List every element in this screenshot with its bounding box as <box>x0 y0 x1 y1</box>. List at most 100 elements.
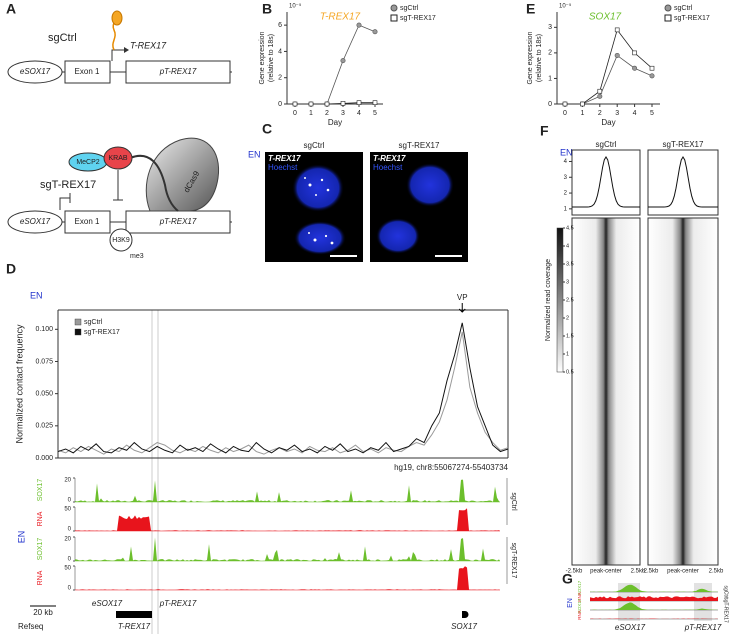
track-signal <box>75 537 500 561</box>
y-axis-label: Normalized contact frequency <box>14 324 24 444</box>
enhancer <box>7 60 63 84</box>
track-signal <box>75 566 500 590</box>
y-tick-label: 2 <box>548 50 552 57</box>
panel-f: F EN sgCtrl sgT-REX17 Normalized read co… <box>540 123 719 566</box>
track-label: SOX17 <box>37 538 44 561</box>
track-label: RNA <box>577 610 582 620</box>
y-tick-label: 4 <box>564 159 568 165</box>
point <box>580 101 585 107</box>
x-label: -2.5kb <box>642 569 659 575</box>
track-tick-label: 50 <box>64 507 71 513</box>
legend-label: sgCtrl <box>674 5 693 12</box>
track-signal <box>75 508 500 531</box>
condition: sgCtrl <box>48 32 77 44</box>
y-tick-label: 0 <box>548 101 552 108</box>
x-tick-label: 1 <box>580 110 584 117</box>
chart-title: T-REX17 <box>320 12 361 23</box>
feature-label: T-REX17 <box>118 622 151 631</box>
highlight <box>618 583 640 621</box>
y-axis-label: (relative to 18s) <box>268 34 275 82</box>
x-tick-label: 0 <box>293 110 297 117</box>
colorbar-tick-label: 2 <box>566 315 569 321</box>
refseq-label: Refseq <box>18 622 43 631</box>
feature-label: eSOX17 <box>615 623 646 632</box>
y-tick-label: 0.100 <box>35 326 53 333</box>
condition: sgCtrl <box>304 141 325 150</box>
x-tick-label: 3 <box>615 110 619 117</box>
colorbar-tick-label: 3.5 <box>566 261 574 267</box>
track-tick-label: 20 <box>64 478 71 484</box>
arrowhead <box>124 47 129 53</box>
point <box>324 101 330 107</box>
feature-label: SOX17 <box>451 622 477 631</box>
profile-curve <box>648 156 718 208</box>
x-label: peak-center <box>590 569 622 575</box>
y-tick-label: 3 <box>564 175 568 181</box>
point <box>632 65 638 71</box>
x-axis-label: Day <box>601 118 615 127</box>
exon <box>64 210 111 234</box>
condition: sgCtrl <box>510 492 517 511</box>
legend-label: sgT-REX17 <box>674 15 710 22</box>
cell-type: EN <box>16 531 26 544</box>
condition: sgT-REX17 <box>723 597 729 623</box>
series-line <box>295 102 375 105</box>
enhancer-label: eSOX17 <box>20 217 51 226</box>
inhibited-tss <box>59 193 71 210</box>
y-tick-label: 1 <box>548 75 552 82</box>
series-line <box>57 322 509 454</box>
point <box>562 101 568 107</box>
enhancer <box>7 210 63 234</box>
colorbar-tick-label: 4.5 <box>566 225 574 231</box>
legend-label: sgT-REX17 <box>84 329 120 336</box>
feature-label: eSOX17 <box>92 599 123 608</box>
track-tick-label: 0 <box>68 586 72 592</box>
exon <box>64 60 111 84</box>
channel: Hoechst <box>373 163 403 172</box>
enhancer-label: eSOX17 <box>20 67 51 76</box>
viewpoint-label: VP <box>457 293 468 302</box>
series-line <box>295 24 376 105</box>
point <box>614 52 620 58</box>
rna-foci <box>304 177 334 245</box>
channel: T-REX17 <box>268 154 301 163</box>
condition: sgT-REX17 <box>40 179 96 191</box>
series-line <box>57 331 509 455</box>
point <box>356 100 362 105</box>
cell-type: EN <box>567 598 574 608</box>
y-axis-label: Gene expression <box>259 31 266 84</box>
nucleus <box>406 163 454 207</box>
track-signal <box>590 602 718 610</box>
legend-label: sgT-REX17 <box>400 15 436 22</box>
promoter-label: pT-REX17 <box>159 67 197 76</box>
x-tick-label: 5 <box>650 110 654 117</box>
x-tick-label: 3 <box>341 110 345 117</box>
condition: sgT-REX17 <box>399 141 440 150</box>
region: hg19, chr8:55067274-55403734 <box>394 463 508 472</box>
panel-a: A sgCtrl eSOX17 Exon 1 pT-REX17 T-REX17 … <box>6 1 232 260</box>
profile-curve <box>572 156 640 208</box>
y-tick-label: 6 <box>278 22 282 29</box>
colorbar-tick-label: 1.5 <box>566 333 574 339</box>
point <box>632 50 637 56</box>
colorbar-tick-label: 4 <box>566 243 569 249</box>
nucleus <box>376 218 420 254</box>
krab <box>103 146 133 170</box>
cell-type: EN <box>248 149 261 159</box>
y-axis-label: Gene expression <box>527 31 534 84</box>
y-tick-label: 0.025 <box>35 423 53 430</box>
point <box>308 101 314 107</box>
promoter-label: pT-REX17 <box>159 217 197 226</box>
condition: sgCtrl <box>723 585 729 598</box>
point <box>614 27 620 33</box>
panel-label: A <box>6 1 16 17</box>
point <box>372 100 378 105</box>
y-tick-label: 1 <box>564 206 568 212</box>
condition: sgT-REX17 <box>510 543 517 579</box>
colorbar-tick-label: 2.5 <box>566 297 574 303</box>
condition: sgT-REX17 <box>663 140 704 149</box>
colorbar <box>556 227 564 373</box>
point <box>649 65 655 71</box>
linker <box>129 155 179 212</box>
